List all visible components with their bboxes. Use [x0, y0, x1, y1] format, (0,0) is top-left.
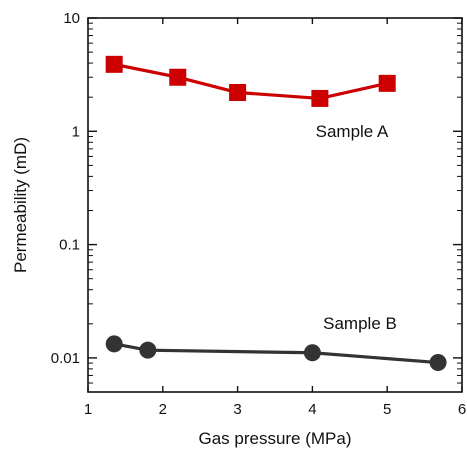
- series-label-sample-b: Sample B: [323, 314, 397, 333]
- x-tick-label: 1: [84, 401, 92, 418]
- y-tick-label: 10: [63, 10, 80, 27]
- data-point-sample-b: [139, 341, 157, 359]
- data-point-sample-a: [229, 84, 247, 102]
- x-tick-label: 6: [458, 401, 466, 418]
- data-point-sample-b: [303, 344, 321, 362]
- series-label-sample-a: Sample A: [316, 122, 389, 141]
- series-line-a: [113, 62, 388, 101]
- x-tick-label: 2: [159, 401, 167, 418]
- y-axis-title: Permeability (mD): [11, 137, 30, 273]
- x-tick-label: 5: [383, 401, 391, 418]
- plot-frame: [87, 17, 463, 393]
- y-tick-label: 0.1: [59, 237, 80, 254]
- data-point-sample-a: [378, 74, 396, 92]
- x-tick-label: 4: [308, 401, 316, 418]
- series-line-b: [113, 342, 439, 365]
- y-tick-label: 0.01: [51, 350, 80, 367]
- y-tick-label: 1: [72, 123, 80, 140]
- data-point-sample-b: [105, 335, 123, 353]
- axis-ticks: 1 2 3 4 5 6 0.01 0.1 1 10: [51, 10, 466, 418]
- data-point-sample-a: [105, 55, 123, 73]
- data-point-sample-b: [429, 354, 447, 372]
- x-tick-label: 3: [233, 401, 241, 418]
- x-axis-title: Gas pressure (MPa): [198, 429, 351, 448]
- data-point-sample-a: [169, 68, 187, 86]
- series-markers: [105, 55, 447, 372]
- data-point-sample-a: [311, 89, 329, 107]
